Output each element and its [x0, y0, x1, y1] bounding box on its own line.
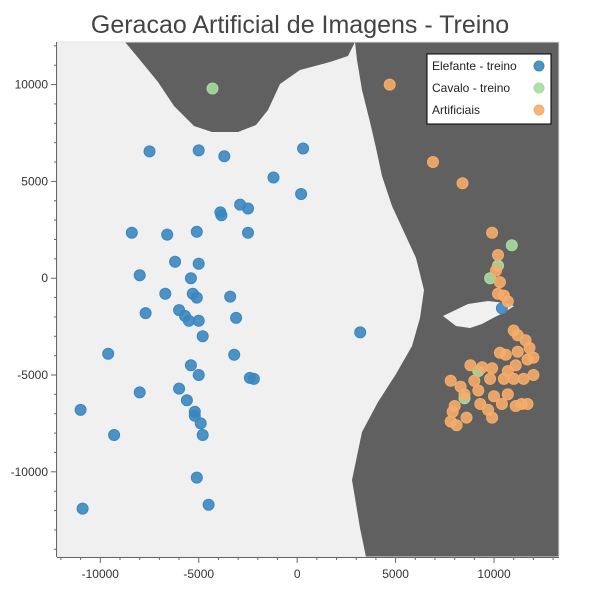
data-point-series-0 — [74, 403, 87, 416]
data-point-series-2 — [484, 372, 497, 385]
data-point-series-0 — [194, 417, 207, 430]
data-point-series-0 — [230, 311, 243, 324]
data-point-series-2 — [460, 411, 473, 424]
data-point-series-2 — [446, 405, 459, 418]
data-point-series-0 — [228, 348, 241, 361]
legend-label-2: Artificiais — [432, 103, 480, 117]
x-axis: -10000 -5000 0 5000 10000 — [57, 557, 559, 581]
x-tick-label: 5000 — [382, 567, 409, 581]
data-point-series-0 — [169, 255, 182, 268]
data-point-series-0 — [190, 471, 203, 484]
data-point-series-1 — [505, 239, 518, 252]
data-point-series-2 — [486, 411, 499, 424]
data-point-series-2 — [501, 295, 514, 308]
data-point-series-2 — [472, 384, 485, 397]
data-point-series-0 — [133, 386, 146, 399]
data-point-series-2 — [490, 264, 502, 277]
legend-marker-2 — [533, 104, 545, 116]
data-point-series-0 — [224, 290, 237, 303]
data-point-series-2 — [486, 362, 499, 375]
data-point-series-0 — [297, 142, 310, 155]
points-layer — [74, 78, 540, 515]
data-point-series-0 — [354, 326, 367, 339]
data-point-series-2 — [495, 398, 508, 410]
data-point-series-0 — [159, 287, 172, 300]
data-point-series-0 — [202, 498, 215, 511]
data-point-series-2 — [444, 374, 457, 387]
data-point-series-0 — [196, 330, 209, 343]
legend-label-1: Cavalo - treino — [432, 81, 510, 95]
legend-label-0: Elefante - treino — [432, 59, 517, 73]
data-point-series-2 — [507, 372, 520, 385]
legend-marker-0 — [533, 60, 545, 72]
data-point-series-0 — [133, 269, 146, 282]
data-point-series-0 — [192, 144, 205, 157]
data-point-series-1 — [206, 82, 219, 95]
data-point-series-0 — [190, 291, 203, 304]
data-point-series-0 — [192, 257, 205, 270]
y-tick-label: 0 — [41, 271, 48, 285]
data-point-series-2 — [458, 388, 471, 401]
chart-title: Geracao Artificial de Imagens - Treino — [91, 11, 509, 39]
data-point-series-2 — [521, 353, 534, 366]
decision-region-dark-right — [352, 42, 559, 557]
legend-marker-1 — [533, 82, 545, 94]
data-point-series-0 — [192, 369, 205, 381]
data-point-series-2 — [456, 177, 469, 190]
data-point-series-0 — [215, 209, 228, 222]
data-point-series-0 — [242, 202, 254, 215]
y-tick-label: -5000 — [17, 368, 48, 382]
data-point-series-0 — [143, 145, 156, 158]
data-point-series-2 — [492, 249, 504, 261]
data-point-series-2 — [476, 361, 489, 374]
data-point-series-2 — [493, 276, 506, 289]
data-point-series-0 — [125, 226, 138, 239]
y-tick-label: -10000 — [11, 465, 49, 479]
data-point-series-2 — [383, 78, 396, 91]
data-point-series-0 — [190, 225, 203, 238]
x-tick-label: 10000 — [477, 567, 511, 581]
data-point-series-0 — [196, 429, 209, 441]
data-point-series-2 — [427, 156, 439, 168]
data-point-series-0 — [102, 347, 115, 360]
data-point-series-0 — [161, 228, 174, 241]
data-point-series-0 — [184, 272, 197, 285]
data-point-series-0 — [139, 307, 152, 320]
data-point-series-2 — [509, 359, 522, 372]
data-point-series-2 — [499, 348, 512, 361]
data-point-series-0 — [76, 502, 89, 515]
x-tick-label: 0 — [294, 567, 301, 581]
y-tick-label: 5000 — [21, 174, 48, 188]
data-point-series-2 — [492, 287, 504, 300]
plot-area — [57, 42, 559, 557]
data-point-series-2 — [464, 359, 477, 372]
data-point-series-2 — [521, 398, 534, 410]
data-point-series-2 — [511, 345, 524, 358]
data-point-series-0 — [218, 150, 231, 163]
legend-entries: Elefante - treino Cavalo - treino Artifici… — [432, 59, 545, 117]
x-tick-label: -10000 — [82, 567, 120, 581]
data-point-series-0 — [108, 429, 121, 441]
data-point-series-0 — [267, 171, 280, 184]
y-tick-label: 10000 — [15, 78, 49, 92]
data-point-series-0 — [247, 372, 260, 385]
data-point-series-2 — [450, 419, 463, 432]
data-point-series-0 — [192, 314, 205, 327]
data-point-series-0 — [173, 382, 186, 395]
data-point-series-2 — [527, 369, 540, 381]
data-point-series-0 — [184, 359, 197, 372]
data-point-series-0 — [295, 188, 308, 200]
data-point-series-2 — [486, 226, 499, 239]
legend: Elefante - treino Cavalo - treino Artifici… — [426, 53, 552, 125]
data-point-series-2 — [488, 390, 500, 403]
data-point-series-0 — [180, 394, 193, 407]
decision-region-dark-top — [125, 42, 355, 132]
y-axis: 10000 5000 0 -5000 -10000 — [11, 42, 57, 557]
data-point-series-0 — [242, 226, 254, 239]
data-point-series-2 — [501, 388, 514, 401]
legend-box — [426, 53, 552, 125]
x-tick-label: -5000 — [183, 567, 214, 581]
